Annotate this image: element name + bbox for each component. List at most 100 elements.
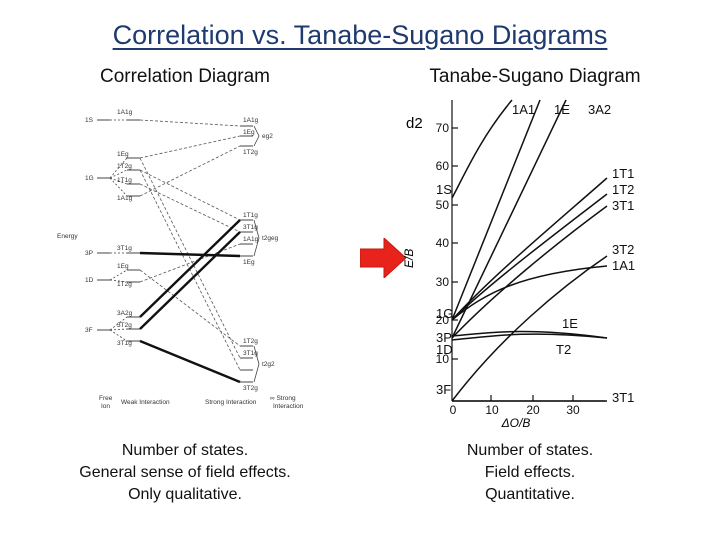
ts-right-T2: T2 — [556, 342, 571, 357]
curve-3T1-upper — [451, 205, 608, 339]
y-tick: 60 — [436, 159, 450, 173]
caption-line: Field effects. — [484, 464, 576, 481]
free-ion-label: Ion — [101, 403, 110, 410]
strong-term: 1T2g — [243, 149, 258, 156]
tanabe-sugano-caption: Number of states. Field effects. Quantit… — [390, 440, 670, 506]
y-tick: 40 — [436, 236, 450, 250]
ts-top-1A1: 1A1 — [512, 102, 535, 117]
y-tick: 10 — [436, 352, 450, 366]
curve-1T1 — [451, 177, 608, 321]
weak-term: 3T2g — [117, 322, 132, 329]
x-tick: 0 — [450, 403, 457, 417]
curve-1T2 — [451, 193, 608, 321]
x-tick: 10 — [485, 403, 499, 417]
strong-term: 1A1g — [243, 117, 259, 124]
ts-right-3T1: 3T1 — [612, 198, 634, 213]
ts-right-1T1: 1T1 — [612, 166, 634, 181]
weak-term: 1Eg — [117, 151, 129, 158]
correlation-levels — [97, 119, 253, 383]
ts-term-3P: 3P — [436, 330, 452, 345]
strong-interaction-label: Strong Interaction — [205, 399, 257, 406]
weak-term: 1T2g — [117, 163, 132, 170]
ts-right-3T1-ground: 3T1 — [612, 390, 634, 405]
ts-curves — [451, 99, 608, 402]
x-tick: 30 — [566, 403, 580, 417]
caption-line: Quantitative. — [485, 486, 575, 503]
ts-axes — [451, 100, 605, 402]
free-ion-label: Free — [99, 395, 113, 402]
weak-term: 1A1g — [117, 109, 133, 116]
weak-to-strong-triplets — [139, 219, 241, 384]
correlation-heading: Correlation Diagram — [99, 66, 270, 87]
curve-1E-bottom — [451, 330, 608, 339]
ts-term-3F: 3F — [436, 382, 451, 397]
tanabe-sugano-heading: Tanabe-Sugano Diagram — [429, 66, 641, 87]
ts-term-1S: 1S — [436, 182, 452, 197]
weak-term: 3A2g — [117, 310, 133, 317]
free-to-weak-connectors — [109, 119, 128, 342]
ts-term-1D: 1D — [436, 342, 453, 357]
strong-config-t2geg: t2geg — [262, 235, 279, 242]
ts-top-1E: 1E — [554, 102, 570, 117]
ts-top-labels: 1A1 1E 3A2 — [512, 102, 611, 117]
weak-term: 1T1g — [117, 177, 132, 184]
strong-config-eg2: eg2 — [262, 133, 273, 140]
strong-term: 1A1g — [243, 236, 259, 243]
strong-config-t2g2: t2g2 — [262, 361, 275, 368]
infinite-interaction-label: ∞ Strong — [270, 395, 296, 402]
config-brackets — [253, 125, 260, 383]
delta-over-b-axis-label: ΔO/B — [501, 416, 531, 428]
ts-right-1E: 1E — [562, 316, 578, 331]
strong-term: 1T2g — [243, 338, 258, 345]
curve-1A1-top — [451, 99, 513, 199]
strong-term: 1Eg — [243, 129, 255, 136]
correlation-caption: Number of states. General sense of field… — [30, 440, 340, 506]
free-term-1G: 1G — [85, 175, 94, 182]
weak-term: 3T1g — [117, 245, 132, 252]
free-term-3P: 3P — [85, 250, 93, 257]
e-over-b-axis-label: E/B — [402, 249, 416, 268]
free-term-3F: 3F — [85, 327, 93, 334]
energy-axis-label: Energy — [57, 233, 78, 240]
strong-term: 3T2g — [243, 385, 258, 392]
y-tick: 50 — [436, 198, 450, 212]
correlation-labels: 1S 1G 3P 1D 3F 1A1g 1Eg 1T2g 1T1g 1A1g 3… — [57, 109, 304, 410]
weak-interaction-label: Weak Interaction — [121, 399, 170, 406]
curve-1E-top — [451, 99, 541, 321]
ts-x-tick-labels: 0 10 20 30 — [450, 403, 580, 417]
ts-right-3T2: 3T2 — [612, 242, 634, 257]
caption-line: Number of states. — [121, 442, 249, 459]
curve-1T2-bottom — [451, 333, 608, 341]
ts-right-1A1: 1A1 — [612, 258, 635, 273]
config-label: d2 — [406, 115, 423, 132]
strong-term: 1Eg — [243, 259, 255, 266]
y-tick: 70 — [436, 121, 450, 135]
weak-term: 1Eg — [117, 263, 129, 270]
weak-term: 3T1g — [117, 340, 132, 347]
infinite-interaction-label: Interaction — [273, 403, 304, 410]
weak-term: 1A1g — [117, 195, 133, 202]
free-term-1D: 1D — [85, 277, 94, 284]
curve-3A2 — [451, 99, 567, 339]
y-tick: 20 — [436, 313, 450, 327]
caption-line: General sense of field effects. — [79, 464, 291, 481]
ts-right-labels: 1T1 1T2 3T1 3T2 1A1 1E T2 3T1 — [556, 166, 635, 405]
caption-line: Number of states. — [466, 442, 594, 459]
ts-top-3A2: 3A2 — [588, 102, 611, 117]
ts-term-1G: 1G — [436, 306, 453, 321]
caption-line: Only qualitative. — [128, 486, 242, 503]
y-tick: 30 — [436, 275, 450, 289]
right-arrow-icon — [360, 238, 406, 278]
curve-3T2 — [451, 255, 608, 402]
curve-1A1-bottom — [451, 265, 608, 321]
ts-left-term-labels: 1S 1G 3P 1D 3F — [436, 182, 453, 397]
tanabe-sugano-diagram: d2 E/B 70 60 50 40 30 20 10 0 10 20 30 Δ… — [402, 99, 635, 428]
ts-right-1T2: 1T2 — [612, 182, 634, 197]
free-term-1S: 1S — [85, 117, 94, 124]
weak-term: 1T2g — [117, 281, 132, 288]
correlation-diagram: 1S 1G 3P 1D 3F 1A1g 1Eg 1T2g 1T1g 1A1g 3… — [57, 109, 304, 410]
slide-title: Correlation vs. Tanabe-Sugano Diagrams — [112, 20, 608, 50]
ts-y-tick-labels: 70 60 50 40 30 20 10 — [436, 121, 450, 366]
strong-term: 3T1g — [243, 350, 258, 357]
strong-term: 3T1g — [243, 224, 258, 231]
